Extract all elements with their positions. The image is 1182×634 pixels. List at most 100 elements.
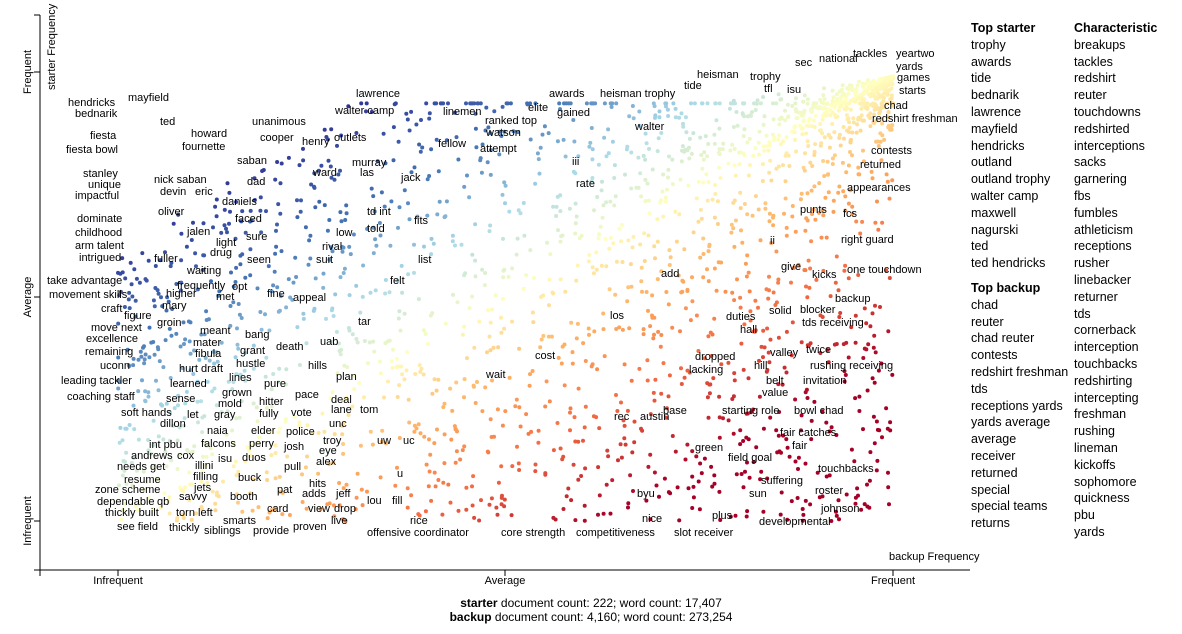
scatter-point[interactable]: [855, 122, 860, 127]
scatter-point[interactable]: [627, 114, 632, 119]
scatter-point[interactable]: [872, 333, 877, 338]
scatter-point[interactable]: [163, 250, 167, 255]
scatter-point[interactable]: [135, 508, 140, 513]
term-link[interactable]: returns: [971, 516, 1010, 531]
scatter-point[interactable]: [886, 485, 891, 490]
scatter-point[interactable]: [291, 280, 296, 285]
scatter-point[interactable]: [629, 150, 634, 155]
term-label[interactable]: starts: [899, 85, 926, 97]
scatter-point[interactable]: [180, 366, 185, 371]
scatter-point[interactable]: [136, 389, 141, 394]
scatter-point[interactable]: [705, 395, 710, 400]
term-label[interactable]: pace: [295, 389, 319, 401]
scatter-point[interactable]: [274, 244, 279, 249]
scatter-point[interactable]: [596, 236, 601, 241]
scatter-point[interactable]: [207, 358, 212, 363]
term-label[interactable]: felt: [390, 275, 405, 287]
scatter-point[interactable]: [330, 249, 335, 254]
term-label[interactable]: sense: [166, 393, 195, 405]
scatter-point[interactable]: [263, 374, 268, 379]
term-label[interactable]: filling: [193, 471, 218, 483]
scatter-point[interactable]: [648, 324, 653, 329]
scatter-point[interactable]: [604, 482, 609, 487]
scatter-point[interactable]: [133, 314, 138, 319]
scatter-point[interactable]: [730, 290, 735, 295]
scatter-point[interactable]: [804, 131, 809, 136]
scatter-point[interactable]: [787, 164, 792, 168]
scatter-point[interactable]: [678, 177, 683, 182]
scatter-point[interactable]: [181, 320, 186, 325]
scatter-point[interactable]: [628, 473, 633, 478]
scatter-point[interactable]: [747, 136, 752, 141]
scatter-point[interactable]: [705, 101, 710, 106]
scatter-point[interactable]: [614, 393, 618, 397]
scatter-point[interactable]: [295, 215, 300, 220]
scatter-point[interactable]: [746, 270, 751, 275]
scatter-point[interactable]: [482, 283, 487, 288]
scatter-point[interactable]: [622, 436, 627, 441]
scatter-point[interactable]: [164, 401, 169, 406]
scatter-point[interactable]: [156, 434, 161, 439]
term-label[interactable]: eric: [195, 186, 213, 198]
scatter-point[interactable]: [834, 92, 839, 97]
scatter-point[interactable]: [243, 275, 248, 280]
scatter-point[interactable]: [608, 236, 613, 240]
scatter-point[interactable]: [878, 131, 883, 136]
scatter-point[interactable]: [830, 88, 835, 93]
scatter-point[interactable]: [470, 484, 474, 489]
scatter-point[interactable]: [886, 470, 890, 475]
scatter-point[interactable]: [350, 332, 355, 337]
scatter-point[interactable]: [771, 138, 776, 143]
scatter-point[interactable]: [212, 386, 217, 391]
term-label[interactable]: value: [762, 387, 788, 399]
term-label[interactable]: trophy: [750, 71, 781, 83]
scatter-point[interactable]: [228, 304, 233, 308]
scatter-point[interactable]: [793, 397, 798, 402]
scatter-point[interactable]: [255, 440, 260, 445]
scatter-point[interactable]: [775, 450, 780, 455]
scatter-point[interactable]: [822, 86, 826, 91]
scatter-point[interactable]: [407, 128, 412, 133]
scatter-point[interactable]: [129, 282, 134, 287]
scatter-point[interactable]: [416, 512, 421, 517]
scatter-point[interactable]: [860, 98, 865, 103]
scatter-point[interactable]: [641, 153, 646, 158]
scatter-point[interactable]: [783, 179, 788, 184]
scatter-point[interactable]: [275, 222, 279, 227]
scatter-point[interactable]: [705, 267, 709, 272]
scatter-point[interactable]: [269, 430, 274, 435]
scatter-point[interactable]: [624, 147, 629, 152]
scatter-point[interactable]: [820, 208, 825, 212]
term-label[interactable]: nice: [642, 513, 662, 525]
scatter-point[interactable]: [427, 111, 432, 116]
scatter-point[interactable]: [604, 200, 609, 205]
scatter-point[interactable]: [652, 398, 657, 403]
scatter-point[interactable]: [308, 256, 313, 261]
scatter-point[interactable]: [862, 118, 866, 123]
term-label[interactable]: johnson: [820, 503, 860, 515]
scatter-point[interactable]: [696, 349, 701, 353]
scatter-point[interactable]: [677, 212, 682, 217]
scatter-point[interactable]: [338, 168, 342, 173]
term-label[interactable]: seen: [247, 254, 271, 266]
term-label[interactable]: linemen: [443, 106, 482, 118]
term-label[interactable]: see field: [117, 521, 158, 533]
scatter-point[interactable]: [874, 139, 879, 144]
scatter-point[interactable]: [415, 214, 420, 219]
scatter-point[interactable]: [757, 394, 762, 399]
scatter-point[interactable]: [215, 490, 219, 495]
scatter-point[interactable]: [641, 327, 646, 332]
scatter-point[interactable]: [446, 101, 450, 106]
term-label[interactable]: twice: [806, 344, 831, 356]
scatter-point[interactable]: [810, 212, 815, 216]
scatter-point[interactable]: [748, 318, 753, 323]
scatter-point[interactable]: [799, 428, 803, 433]
scatter-point[interactable]: [656, 329, 661, 334]
scatter-point[interactable]: [785, 445, 790, 450]
scatter-point[interactable]: [619, 455, 624, 460]
scatter-point[interactable]: [171, 221, 176, 226]
scatter-point[interactable]: [795, 116, 800, 121]
scatter-point[interactable]: [488, 131, 493, 136]
scatter-point[interactable]: [802, 108, 807, 113]
term-link[interactable]: tds: [971, 381, 988, 396]
